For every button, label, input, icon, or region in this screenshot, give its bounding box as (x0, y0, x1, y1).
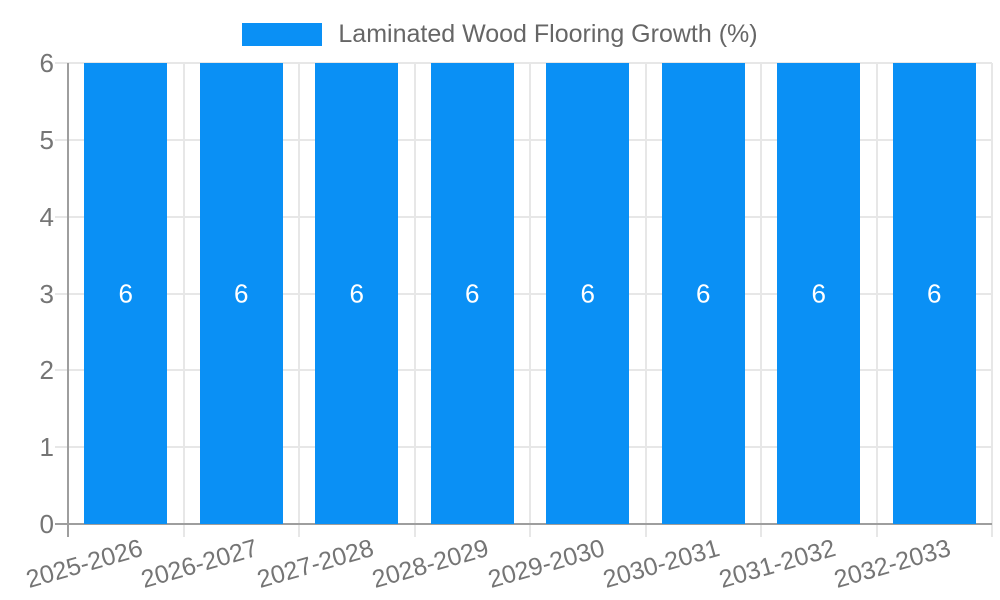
legend-label: Laminated Wood Flooring Growth (%) (338, 19, 758, 48)
y-gridline (55, 215, 992, 218)
y-tick-label: 1 (39, 432, 54, 463)
y-gridline (55, 446, 992, 449)
y-tick-label: 3 (39, 278, 54, 309)
x-gridline (875, 63, 878, 537)
bar-value-label: 6 (696, 278, 711, 308)
bar (777, 63, 861, 524)
bar-value-label: 6 (465, 278, 480, 308)
legend-swatch (242, 22, 323, 46)
bar (84, 63, 168, 524)
x-gridline (760, 63, 762, 537)
x-tick-label: 2030-2031 (600, 534, 723, 594)
x-gridline (644, 63, 647, 537)
y-tick-label: 0 (39, 509, 54, 539)
legend[interactable]: Laminated Wood Flooring Growth (%) (0, 16, 1000, 52)
bar (661, 63, 745, 524)
y-gridline (55, 369, 992, 372)
x-tick-label: 2032-2033 (831, 534, 954, 594)
x-gridline (182, 63, 185, 537)
y-gridline (55, 292, 992, 295)
y-axis-line (67, 63, 69, 537)
bar-value-label: 6 (349, 278, 364, 308)
bar (546, 63, 630, 524)
y-tick-label: 6 (39, 48, 54, 78)
bar-value-label: 6 (118, 278, 133, 308)
x-tick-label: 2029-2030 (484, 534, 608, 594)
x-tick-label: 2031-2032 (715, 534, 839, 594)
x-tick-label: 2028-2029 (369, 534, 492, 594)
y-tick-label: 5 (39, 124, 54, 155)
bar (315, 63, 399, 524)
y-tick-label: 2 (39, 355, 54, 386)
y-gridline (55, 138, 992, 141)
x-tick-label: 2025-2026 (22, 534, 146, 594)
x-tick-label: 2026-2027 (138, 534, 261, 594)
bar (199, 63, 283, 524)
bar (892, 63, 976, 524)
x-tick-label: 2027-2028 (253, 534, 377, 594)
x-axis-line (55, 523, 992, 525)
y-gridline (55, 62, 992, 64)
bar-value-label: 6 (580, 278, 595, 308)
x-gridline (413, 63, 416, 537)
x-gridline (991, 63, 993, 537)
bar-value-label: 6 (234, 278, 249, 308)
x-gridline (529, 63, 531, 537)
bar-value-label: 6 (927, 278, 942, 308)
bar (430, 63, 514, 524)
x-gridline (298, 63, 300, 537)
bar-value-label: 6 (811, 278, 826, 308)
y-tick-label: 4 (39, 201, 54, 232)
